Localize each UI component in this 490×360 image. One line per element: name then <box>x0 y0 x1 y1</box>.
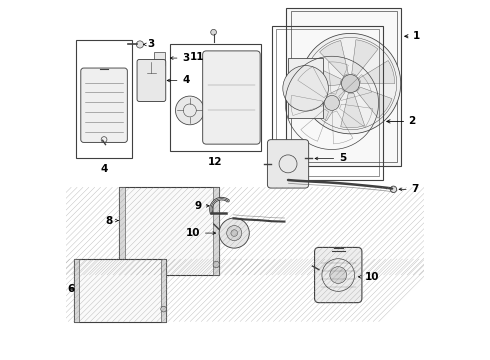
Polygon shape <box>306 64 342 88</box>
Circle shape <box>175 96 204 125</box>
Text: 4: 4 <box>183 76 190 85</box>
Text: 4: 4 <box>100 163 108 174</box>
Polygon shape <box>154 51 165 64</box>
Circle shape <box>324 95 340 111</box>
Polygon shape <box>359 60 394 84</box>
Polygon shape <box>119 187 124 275</box>
Polygon shape <box>341 93 365 128</box>
Circle shape <box>213 261 220 268</box>
Circle shape <box>342 75 360 93</box>
FancyBboxPatch shape <box>315 247 362 303</box>
Text: 11: 11 <box>190 51 204 62</box>
Text: 8: 8 <box>105 216 112 226</box>
Circle shape <box>227 226 242 240</box>
Text: 1: 1 <box>413 31 420 41</box>
Polygon shape <box>289 58 323 118</box>
Circle shape <box>161 306 167 312</box>
Text: 5: 5 <box>339 153 346 163</box>
Text: 2: 2 <box>409 116 416 126</box>
Polygon shape <box>286 8 401 166</box>
FancyBboxPatch shape <box>268 140 309 188</box>
Circle shape <box>300 33 401 134</box>
Circle shape <box>231 230 238 237</box>
Circle shape <box>219 218 249 248</box>
Polygon shape <box>161 259 166 321</box>
Circle shape <box>136 41 144 48</box>
Polygon shape <box>319 41 348 76</box>
FancyBboxPatch shape <box>137 59 166 102</box>
Polygon shape <box>311 88 345 121</box>
Circle shape <box>283 66 328 111</box>
Polygon shape <box>214 187 219 275</box>
Text: 3: 3 <box>147 40 155 49</box>
Polygon shape <box>74 259 166 321</box>
Circle shape <box>330 267 346 283</box>
Text: 7: 7 <box>411 184 418 194</box>
Circle shape <box>211 30 217 35</box>
Text: 6: 6 <box>68 284 75 294</box>
Circle shape <box>390 186 397 193</box>
Text: 12: 12 <box>208 157 222 167</box>
Text: 10: 10 <box>365 272 380 282</box>
Text: 10: 10 <box>186 228 200 238</box>
FancyBboxPatch shape <box>81 68 127 143</box>
Polygon shape <box>119 187 219 275</box>
Text: 9: 9 <box>194 201 201 211</box>
Text: 3: 3 <box>183 53 190 63</box>
Polygon shape <box>357 87 392 118</box>
Polygon shape <box>352 40 378 76</box>
Polygon shape <box>74 259 78 321</box>
FancyBboxPatch shape <box>203 51 260 144</box>
